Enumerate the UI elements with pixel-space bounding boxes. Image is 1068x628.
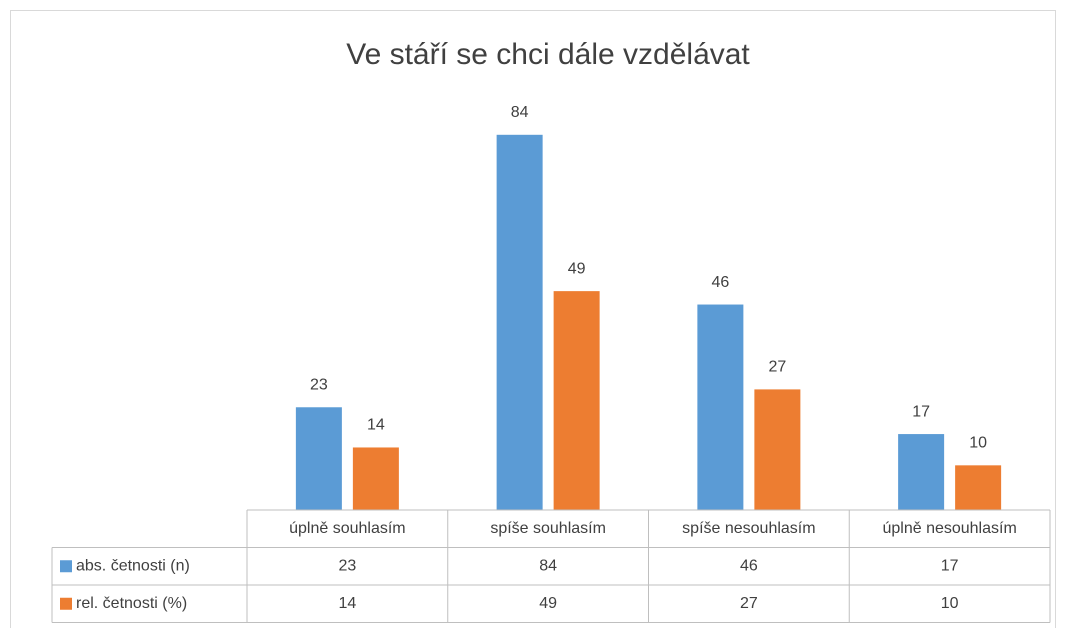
legend-key: [60, 560, 72, 573]
chart-title: Ve stáří se chci dále vzdělávat: [346, 38, 750, 71]
table-value: 14: [338, 595, 356, 612]
table-value: 49: [539, 595, 557, 612]
data-label: 46: [711, 274, 729, 291]
x-tick-label: úplně nesouhlasím: [882, 520, 1016, 537]
bar: [553, 291, 600, 510]
bar: [754, 389, 801, 510]
x-tick-label: úplně souhlasím: [289, 520, 406, 537]
data-label: 23: [310, 376, 328, 393]
table-value: 17: [941, 557, 959, 574]
bar: [352, 447, 399, 510]
data-label: 27: [768, 359, 786, 376]
table-value: 46: [740, 557, 758, 574]
data-label: 84: [511, 104, 529, 121]
bar: [955, 465, 1002, 510]
data-label: 17: [912, 403, 930, 420]
table-value: 10: [941, 595, 959, 612]
table-value: 84: [539, 557, 557, 574]
data-label: 14: [367, 417, 385, 434]
legend-label: rel. četnosti (%): [76, 595, 187, 612]
table-value: 23: [338, 557, 356, 574]
x-tick-label: spíše souhlasím: [490, 520, 606, 537]
bar: [295, 407, 342, 510]
data-label: 49: [568, 260, 586, 277]
table-value: 27: [740, 595, 758, 612]
legend-label: abs. četnosti (n): [76, 557, 190, 574]
bar: [898, 434, 945, 510]
bar: [496, 134, 543, 511]
bar: [697, 304, 744, 510]
legend-key: [60, 597, 72, 610]
data-label: 10: [969, 435, 987, 452]
x-tick-label: spíše nesouhlasím: [682, 520, 815, 537]
